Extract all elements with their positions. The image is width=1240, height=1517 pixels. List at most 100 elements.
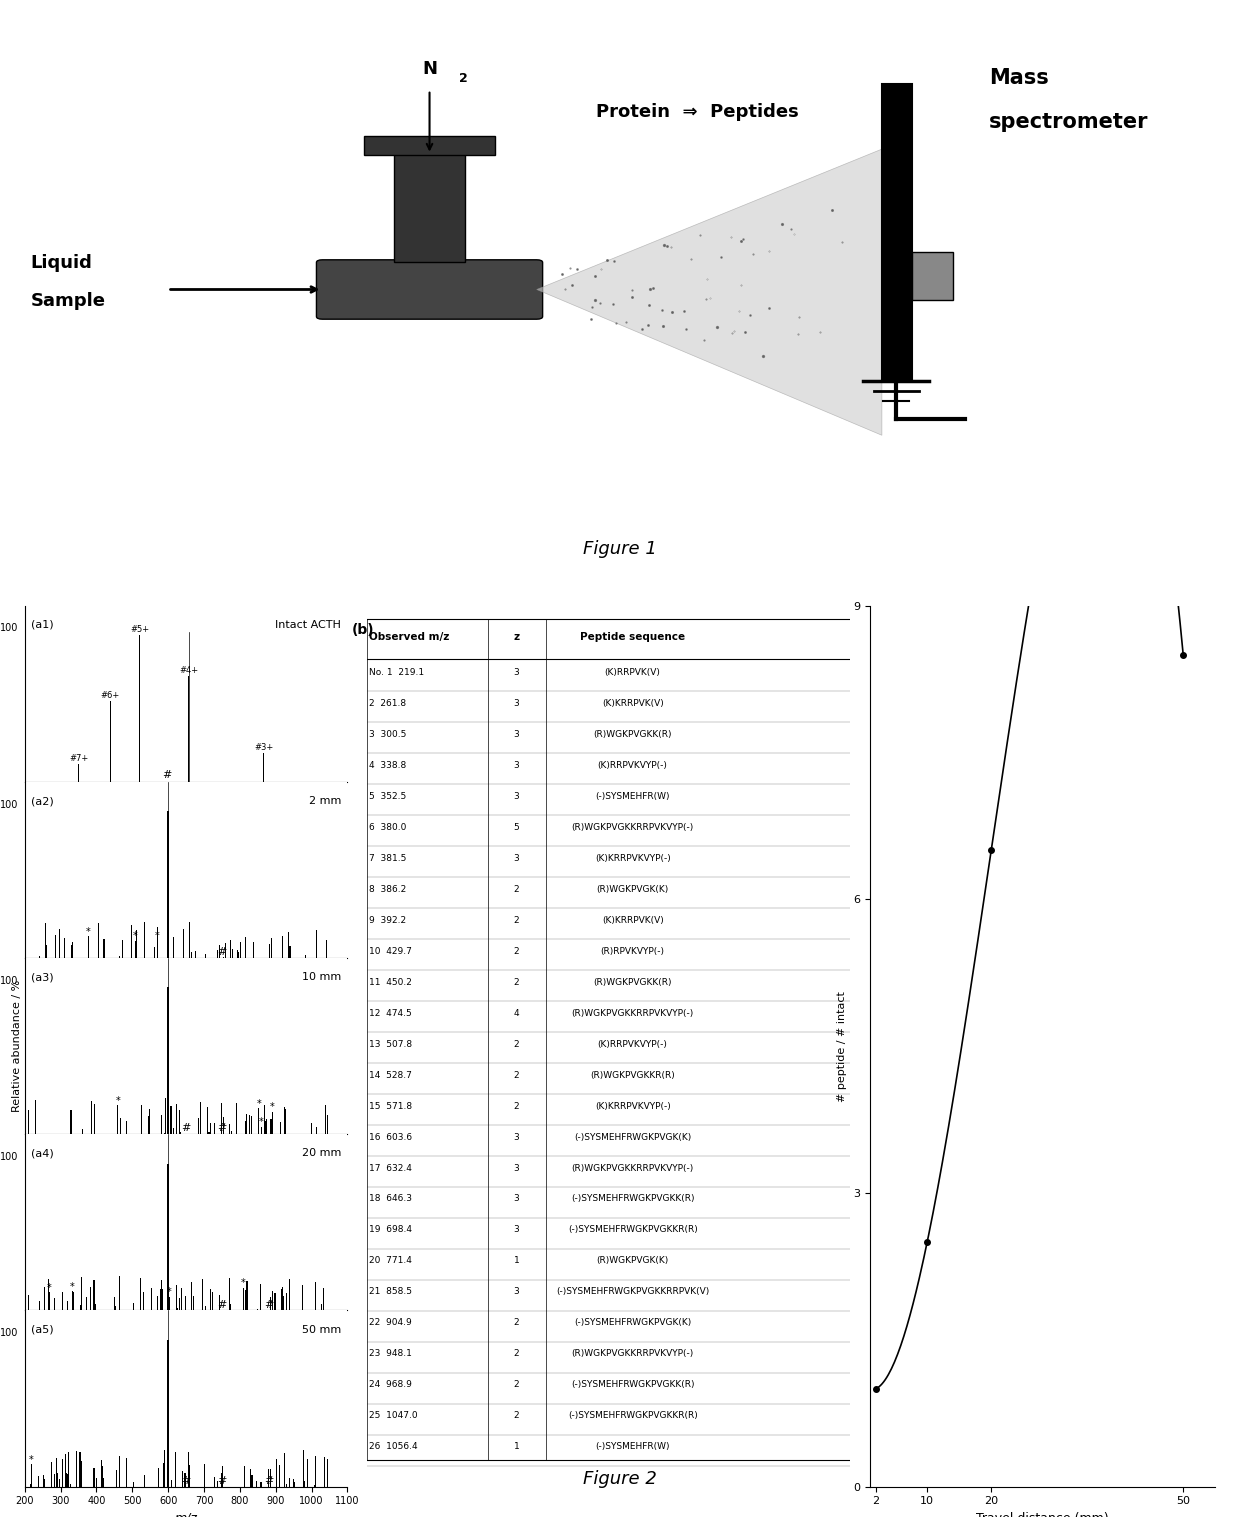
Text: 11  450.2: 11 450.2 [370,977,412,986]
Text: #3+: #3+ [254,743,274,751]
Text: (R)WGKPVGKKR(R): (R)WGKPVGKKR(R) [590,1071,675,1080]
Text: 2: 2 [513,916,520,924]
Text: (b): (b) [352,623,374,637]
Text: 3: 3 [513,854,520,863]
Text: (a5): (a5) [31,1324,53,1335]
Text: 5: 5 [513,822,520,831]
Text: 20 mm: 20 mm [301,1148,341,1159]
Text: Observed m/z: Observed m/z [370,633,449,642]
Text: 10 mm: 10 mm [301,972,341,981]
Text: (K)RRPVKVYP(-): (K)RRPVKVYP(-) [598,760,667,769]
Text: (-)SYSMEHFR(W): (-)SYSMEHFR(W) [595,792,670,801]
Text: (K)RRPVKVYP(-): (K)RRPVKVYP(-) [598,1039,667,1048]
Text: 3: 3 [513,792,520,801]
Text: #5+: #5+ [130,625,149,634]
Text: (R)WGKPVGK(K): (R)WGKPVGK(K) [596,884,668,894]
Text: (-)SYSMEHFRWGKPVGK(K): (-)SYSMEHFRWGKPVGK(K) [574,1133,691,1141]
Text: 50 mm: 50 mm [301,1324,341,1335]
Text: (K)RRPVK(V): (K)RRPVK(V) [605,667,661,677]
Text: Sample: Sample [31,291,105,309]
Text: 18  646.3: 18 646.3 [370,1194,412,1203]
Text: #: # [217,1300,227,1309]
Text: No. 1  219.1: No. 1 219.1 [370,667,424,677]
Text: (K)KRRPVKVYP(-): (K)KRRPVKVYP(-) [595,1101,671,1110]
Text: (a2): (a2) [31,796,55,806]
Text: 100: 100 [0,799,19,810]
Text: 100: 100 [0,1327,19,1338]
Text: Peptide sequence: Peptide sequence [580,633,686,642]
Polygon shape [537,149,882,435]
Text: 3: 3 [513,667,520,677]
Text: *: * [257,1098,262,1109]
Text: 2: 2 [513,947,520,956]
Text: (R)WGKPVGK(K): (R)WGKPVGK(K) [596,1256,668,1265]
Text: 2: 2 [459,71,467,85]
Text: (R)WGKPVGKK(R): (R)WGKPVGKK(R) [594,730,672,739]
Text: #: # [217,947,227,957]
Bar [167,812,169,959]
Text: 15  571.8: 15 571.8 [370,1101,412,1110]
Text: 100: 100 [0,975,19,986]
Text: 3: 3 [513,699,520,707]
Text: spectrometer: spectrometer [990,112,1148,132]
Text: #: # [264,1476,273,1485]
Text: 9  392.2: 9 392.2 [370,916,407,924]
Bar [167,1164,169,1311]
Text: (-)SYSMEHFRWGKPVGKK(R): (-)SYSMEHFRWGKPVGKK(R) [570,1380,694,1390]
Text: 4: 4 [513,1009,520,1018]
Text: 4  338.8: 4 338.8 [370,760,407,769]
Text: 24  968.9: 24 968.9 [370,1380,412,1390]
Text: (-)SYSMEHFRWGKPVGKKRRPVK(V): (-)SYSMEHFRWGKPVGKKRRPVK(V) [556,1288,709,1297]
Text: (-)SYSMEHFR(W): (-)SYSMEHFR(W) [595,1443,670,1452]
Text: 23  948.1: 23 948.1 [370,1350,412,1358]
Text: 3: 3 [513,1164,520,1173]
Text: *: * [87,927,91,938]
Text: 21  858.5: 21 858.5 [370,1288,412,1297]
Text: (-)SYSMEHFRWGKPVGK(K): (-)SYSMEHFRWGKPVGK(K) [574,1318,691,1327]
Text: (a3): (a3) [31,972,53,981]
Text: *: * [133,931,138,942]
Text: *: * [47,1282,52,1292]
Text: 2: 2 [513,1039,520,1048]
Bar [882,85,911,381]
Y-axis label: Relative abundance / %: Relative abundance / % [12,980,22,1112]
Text: *: * [155,931,160,941]
Text: (R)WGKPVGKKRRPVKVYP(-): (R)WGKPVGKKRRPVKVYP(-) [572,822,694,831]
Text: (R)WGKPVGKKRRPVKVYP(-): (R)WGKPVGKKRRPVKVYP(-) [572,1009,694,1018]
Text: (R)WGKPVGKK(R): (R)WGKPVGKK(R) [594,977,672,986]
Text: 2: 2 [513,977,520,986]
Text: 16  603.6: 16 603.6 [370,1133,412,1141]
Bar [167,988,169,1135]
Text: 22  904.9: 22 904.9 [370,1318,412,1327]
Bar [167,1340,169,1487]
Text: Intact ACTH: Intact ACTH [275,620,341,630]
Text: 2: 2 [513,1071,520,1080]
Bar [911,252,954,300]
Text: 2: 2 [513,1380,520,1390]
Text: (R)RPVKVYP(-): (R)RPVKVYP(-) [600,947,665,956]
Text: #: # [161,769,171,780]
Text: 10  429.7: 10 429.7 [370,947,412,956]
Text: 3: 3 [513,1194,520,1203]
Text: Mass: Mass [990,68,1049,88]
Text: (K)KRRPVKVYP(-): (K)KRRPVKVYP(-) [595,854,671,863]
Text: 1: 1 [513,1256,520,1265]
Text: #7+: #7+ [69,754,88,763]
Text: *: * [259,1118,264,1127]
Text: (-)SYSMEHFRWGKPVGKKR(R): (-)SYSMEHFRWGKPVGKKR(R) [568,1411,698,1420]
Text: 2 mm: 2 mm [309,796,341,806]
Text: (K)KRRPVK(V): (K)KRRPVK(V) [601,916,663,924]
Text: 13  507.8: 13 507.8 [370,1039,412,1048]
Text: 2: 2 [513,1101,520,1110]
Text: (-)SYSMEHFRWGKPVGKK(R): (-)SYSMEHFRWGKPVGKK(R) [570,1194,694,1203]
Text: 3: 3 [513,760,520,769]
Text: #: # [217,1476,227,1485]
Text: 3: 3 [513,730,520,739]
Text: (R)WGKPVGKKRRPVKVYP(-): (R)WGKPVGKKRRPVKVYP(-) [572,1164,694,1173]
Text: 3: 3 [513,1288,520,1297]
Text: (-)SYSMEHFRWGKPVGKKR(R): (-)SYSMEHFRWGKPVGKKR(R) [568,1226,698,1235]
Text: Protein  ⇒  Peptides: Protein ⇒ Peptides [596,103,799,121]
Text: (a1): (a1) [31,620,53,630]
Text: 2: 2 [513,1411,520,1420]
Text: #6+: #6+ [100,692,120,701]
